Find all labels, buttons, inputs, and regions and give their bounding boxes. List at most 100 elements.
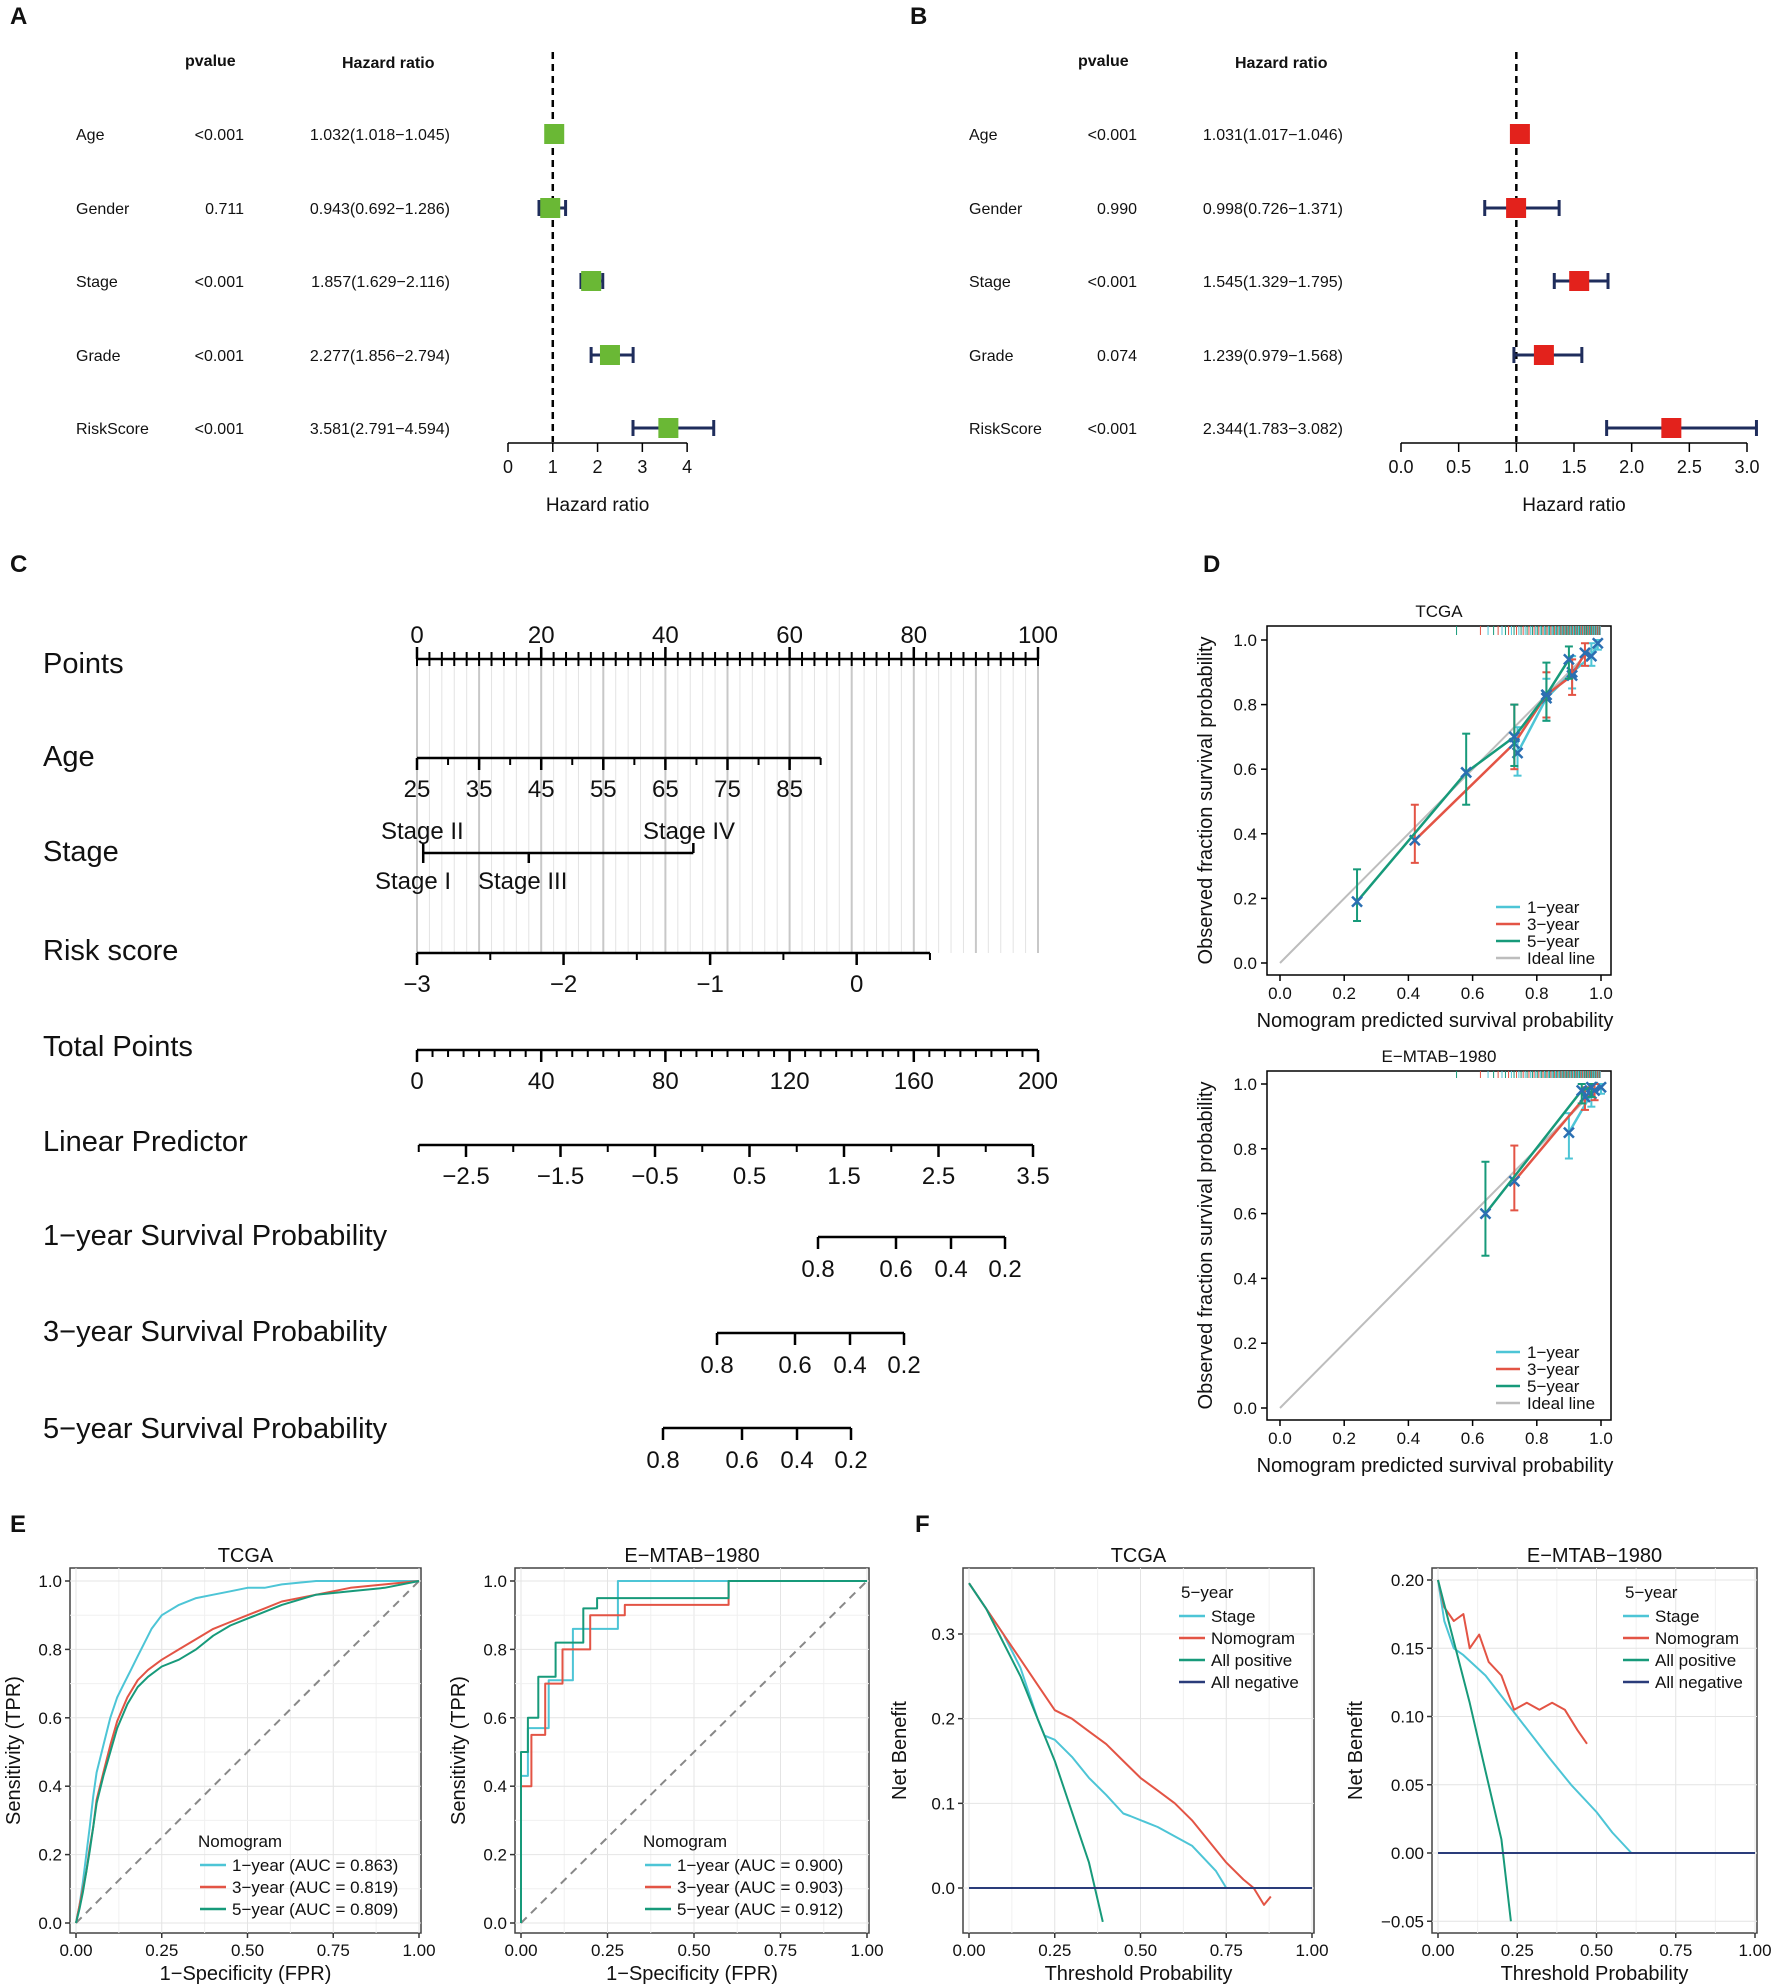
forest-row-hr-text: 1.031(1.017−1.046): [1203, 127, 1343, 144]
x-tick-label: 0.00: [952, 1941, 985, 1960]
axis-tick-label: 0.4: [780, 1447, 813, 1474]
legend-title: Nomogram: [643, 1832, 727, 1851]
x-tick-label: 0.75: [1659, 1941, 1692, 1960]
dca-frame: [962, 1567, 1315, 1934]
x-tick-label: 1.00: [850, 1941, 883, 1960]
legend-entry: 3−year (AUC = 0.819): [232, 1878, 398, 1897]
axis-tick-label: 0.4: [833, 1352, 866, 1379]
axis-tick-label: 0.8: [801, 1256, 834, 1283]
hr-box: [1533, 345, 1554, 365]
y-tick-label: 0.6: [1233, 760, 1257, 779]
y-tick-label: 0.0: [483, 1914, 507, 1933]
nomogram-row-label: Total Points: [43, 1031, 193, 1063]
x-tick-label: 0.75: [764, 1941, 797, 1960]
legend-entry: 1−year (AUC = 0.900): [677, 1856, 843, 1875]
axis-tick-label: 0.6: [879, 1256, 912, 1283]
y-tick-label: 0.6: [38, 1709, 62, 1728]
axis-tick-label: 0.4: [934, 1256, 967, 1283]
y-tick-label: 0.8: [1233, 1140, 1257, 1159]
x-tick-label: 3: [637, 457, 647, 477]
panel-label-b: B: [910, 3, 927, 30]
x-tick-label: 1.00: [402, 1941, 435, 1960]
legend-entry: All positive: [1655, 1651, 1736, 1670]
forest-row-pvalue: <0.001: [1088, 274, 1137, 291]
x-axis-label: Nomogram predicted survival probability: [1257, 1010, 1614, 1032]
forest-row-pvalue: <0.001: [195, 421, 244, 438]
hr-box: [1569, 271, 1590, 291]
hazard-ratio-header: Hazard ratio: [342, 55, 435, 72]
axis-tick-label: 0.8: [700, 1352, 733, 1379]
y-axis-label: Net Benefit: [889, 1701, 911, 1800]
axis-tick-label: −0.5: [631, 1163, 678, 1190]
axis-tick-label: 0.2: [834, 1447, 867, 1474]
legend-title: 5−year: [1181, 1583, 1234, 1602]
legend-entry: 3−year: [1527, 1360, 1580, 1379]
x-tick-label: 1.0: [1504, 457, 1529, 477]
axis-tick-label: 80: [900, 622, 927, 649]
nomogram-row-label: Risk score: [43, 935, 178, 967]
x-tick-label: 1.5: [1561, 457, 1586, 477]
axis-tick-label: 200: [1018, 1068, 1058, 1095]
diagonal-line: [520, 1580, 868, 1924]
x-tick-label: 0.6: [1461, 984, 1485, 1003]
x-axis-label: Hazard ratio: [546, 495, 650, 516]
forest-row-pvalue: 0.074: [1097, 348, 1137, 365]
calibration-point: [1563, 653, 1575, 666]
axis-tick-label: −1: [696, 971, 723, 998]
x-tick-label: 0.50: [231, 1941, 264, 1960]
axis-tick-label: 0.2: [887, 1352, 920, 1379]
x-axis-label: 1−Specificity (FPR): [160, 1963, 332, 1985]
y-tick-label: 0.2: [483, 1846, 507, 1865]
x-tick-label: 1.0: [1589, 1429, 1613, 1448]
pvalue-header: pvalue: [185, 53, 236, 70]
x-tick-label: 4: [682, 457, 692, 477]
nomogram-row-label: Age: [43, 741, 95, 773]
pvalue-header: pvalue: [1078, 53, 1129, 70]
x-tick-label: 0.25: [1038, 1941, 1071, 1960]
forest-row-label: Stage: [969, 274, 1011, 291]
forest-row-hr-text: 1.239(0.979−1.568): [1203, 348, 1343, 365]
calibration-point: [1579, 647, 1591, 659]
x-tick-label: 2.0: [1619, 457, 1644, 477]
forest-row-pvalue: 0.711: [205, 201, 244, 218]
y-tick-label: 0.00: [1391, 1844, 1424, 1863]
axis-tick-label: 85: [776, 776, 803, 803]
x-tick-label: 2.5: [1677, 457, 1702, 477]
dca-curve-nomogram: [1437, 1579, 1588, 1745]
forest-row-hr-text: 1.032(1.018−1.045): [310, 127, 450, 144]
y-tick-label: 1.0: [1233, 631, 1257, 650]
axis-tick-label: 0.8: [646, 1447, 679, 1474]
calibration-frame: [1266, 625, 1612, 976]
legend-entry: 5−year (AUC = 0.912): [677, 1900, 843, 1919]
nomogram-row-label: 5−year Survival Probability: [43, 1413, 388, 1445]
axis-tick-label: 55: [590, 776, 617, 803]
forest-row-label: Age: [76, 127, 105, 144]
nomogram-row-label: 3−year Survival Probability: [43, 1316, 388, 1348]
hr-box: [581, 271, 602, 291]
y-axis-label: Observed fraction survival probability: [1195, 1082, 1217, 1410]
x-tick-label: 0.4: [1397, 984, 1421, 1003]
hr-box: [599, 345, 620, 365]
axis-tick-label: 100: [1018, 622, 1058, 649]
forest-row-pvalue: <0.001: [195, 127, 244, 144]
y-tick-label: −0.05: [1381, 1912, 1424, 1931]
hr-box: [544, 124, 565, 144]
calibration-point: [1351, 895, 1363, 908]
legend-entry: 1−year (AUC = 0.863): [232, 1856, 398, 1875]
legend-title: Nomogram: [198, 1832, 282, 1851]
forest-row-pvalue: <0.001: [1088, 127, 1137, 144]
axis-tick-label: 80: [652, 1068, 679, 1095]
calibration-point: [1585, 1081, 1598, 1094]
axis-tick-label: −3: [403, 971, 430, 998]
axis-tick-label: 0.5: [733, 1163, 766, 1190]
axis-tick-label: 75: [714, 776, 741, 803]
calibration-title: E−MTAB−1980: [1382, 1047, 1497, 1066]
x-axis-label: Nomogram predicted survival probability: [1257, 1455, 1614, 1477]
axis-tick-label: 25: [404, 776, 431, 803]
x-tick-label: 3.0: [1734, 457, 1759, 477]
panel-label-a: A: [10, 3, 27, 30]
forest-row-label: Stage: [76, 274, 118, 291]
forest-row-pvalue: <0.001: [195, 274, 244, 291]
forest-row-hr-text: 2.344(1.783−3.082): [1203, 421, 1343, 438]
x-axis-label: Hazard ratio: [1522, 495, 1626, 516]
